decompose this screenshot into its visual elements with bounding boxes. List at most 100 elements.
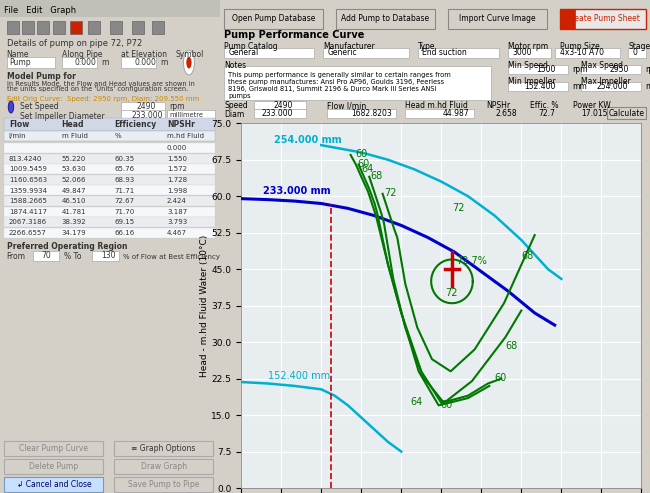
Text: 72.67: 72.67 — [114, 198, 135, 204]
Text: 72.7: 72.7 — [538, 109, 555, 118]
Text: Pump Size: Pump Size — [560, 42, 599, 51]
Text: 66.16: 66.16 — [114, 230, 135, 236]
Bar — [151, 21, 164, 34]
Text: 1.728: 1.728 — [167, 177, 187, 183]
Text: 69.15: 69.15 — [114, 219, 135, 225]
Text: 44.987: 44.987 — [443, 109, 469, 118]
Text: m.hd Fluid: m.hd Fluid — [167, 133, 204, 139]
Text: Speed: Speed — [224, 101, 248, 110]
Text: 49.847: 49.847 — [62, 188, 86, 194]
Text: Save Pump to Pipe: Save Pump to Pipe — [128, 480, 200, 489]
Y-axis label: Head - m.hd Fluid Water (10°C): Head - m.hd Fluid Water (10°C) — [200, 235, 209, 377]
Bar — [508, 65, 568, 74]
Bar — [5, 143, 215, 153]
Bar — [0, 17, 220, 35]
Text: Notes: Notes — [224, 61, 246, 70]
Text: at Elevation: at Elevation — [121, 50, 167, 59]
Text: %: % — [114, 133, 121, 139]
Text: Add Pump to Database: Add Pump to Database — [341, 14, 430, 23]
Text: Import Curve Image: Import Curve Image — [459, 14, 536, 23]
Text: 68.93: 68.93 — [114, 177, 135, 183]
Text: 1359.9934: 1359.9934 — [9, 188, 47, 194]
Text: ↲ Cancel and Close: ↲ Cancel and Close — [16, 480, 91, 489]
Text: 71.70: 71.70 — [114, 209, 135, 215]
Bar — [555, 48, 620, 58]
Text: Preferred Operating Region: Preferred Operating Region — [6, 242, 127, 251]
Text: 55.220: 55.220 — [62, 156, 86, 162]
Text: General: General — [228, 48, 259, 58]
Bar — [0, 0, 220, 17]
Text: % of Flow at Best Efficiency: % of Flow at Best Efficiency — [123, 253, 220, 260]
Bar — [33, 251, 59, 261]
Text: 1682.8203: 1682.8203 — [351, 109, 392, 118]
Text: File   Edit   Graph: File Edit Graph — [5, 6, 77, 15]
Bar — [5, 196, 215, 206]
Bar — [254, 109, 306, 118]
Text: 1.998: 1.998 — [167, 188, 187, 194]
Text: Effic. %: Effic. % — [530, 101, 558, 110]
Bar — [5, 154, 215, 164]
Text: Max Impeller: Max Impeller — [581, 77, 631, 86]
Bar — [629, 48, 645, 58]
Text: mm: mm — [573, 82, 588, 91]
Text: 2266.6557: 2266.6557 — [9, 230, 47, 236]
Text: 60: 60 — [495, 373, 507, 383]
Text: End suction: End suction — [422, 48, 467, 58]
Bar — [607, 107, 645, 119]
Text: Min Speed: Min Speed — [508, 61, 548, 70]
Bar — [5, 118, 215, 131]
Text: Flow: Flow — [9, 120, 29, 129]
Bar — [92, 251, 119, 261]
Text: In Results Mode, the Flow and Head values are shown in: In Results Mode, the Flow and Head value… — [6, 81, 194, 87]
Bar — [224, 66, 491, 100]
Text: l/min: l/min — [9, 133, 27, 139]
Bar — [22, 21, 34, 34]
Text: 233.000: 233.000 — [132, 111, 163, 120]
Text: 152.400: 152.400 — [524, 82, 555, 91]
Bar — [114, 459, 213, 474]
Bar — [5, 207, 215, 217]
Text: 71.71: 71.71 — [114, 188, 135, 194]
Bar — [254, 101, 306, 109]
Text: 38.392: 38.392 — [62, 219, 86, 225]
Text: Delete Pump: Delete Pump — [29, 462, 79, 471]
Text: 53.630: 53.630 — [62, 167, 86, 173]
Text: 1.572: 1.572 — [167, 167, 187, 173]
Text: Calculate: Calculate — [608, 109, 644, 118]
Text: Pump Catalog: Pump Catalog — [224, 42, 278, 51]
Text: 1874.4117: 1874.4117 — [9, 209, 47, 215]
Text: 64: 64 — [411, 397, 423, 407]
Text: 60: 60 — [440, 400, 452, 410]
Text: Power KW: Power KW — [573, 101, 610, 110]
Text: 2950: 2950 — [609, 65, 629, 74]
Text: 152.400 mm: 152.400 mm — [268, 371, 330, 381]
Text: Name: Name — [6, 50, 29, 59]
Text: 4x3-10 A70: 4x3-10 A70 — [560, 48, 604, 58]
Text: 0.000: 0.000 — [134, 58, 156, 67]
Text: 233.000 mm: 233.000 mm — [263, 186, 330, 196]
Text: Details of pump on pipe 72, P72: Details of pump on pipe 72, P72 — [6, 39, 142, 48]
Text: 1.550: 1.550 — [167, 156, 187, 162]
Text: 2490: 2490 — [136, 102, 155, 111]
Text: m: m — [101, 58, 109, 67]
Bar — [323, 48, 409, 58]
Bar — [5, 131, 215, 141]
Text: 60: 60 — [358, 159, 369, 169]
Text: 813.4240: 813.4240 — [9, 156, 42, 162]
Text: 68: 68 — [505, 342, 517, 352]
Text: Model Pump for: Model Pump for — [6, 72, 75, 81]
Text: Open Pump Database: Open Pump Database — [232, 14, 315, 23]
Bar — [110, 21, 122, 34]
Circle shape — [183, 50, 194, 75]
Bar — [62, 57, 97, 68]
Text: NPSHr: NPSHr — [486, 101, 511, 110]
Bar — [560, 9, 575, 29]
Bar — [5, 459, 103, 474]
Bar — [37, 21, 49, 34]
Bar — [53, 21, 65, 34]
Text: 72: 72 — [384, 188, 396, 198]
Text: ≡ Graph Options: ≡ Graph Options — [131, 444, 196, 453]
Bar — [5, 477, 103, 492]
Text: 72: 72 — [445, 288, 458, 298]
Text: Along Pipe: Along Pipe — [62, 50, 102, 59]
